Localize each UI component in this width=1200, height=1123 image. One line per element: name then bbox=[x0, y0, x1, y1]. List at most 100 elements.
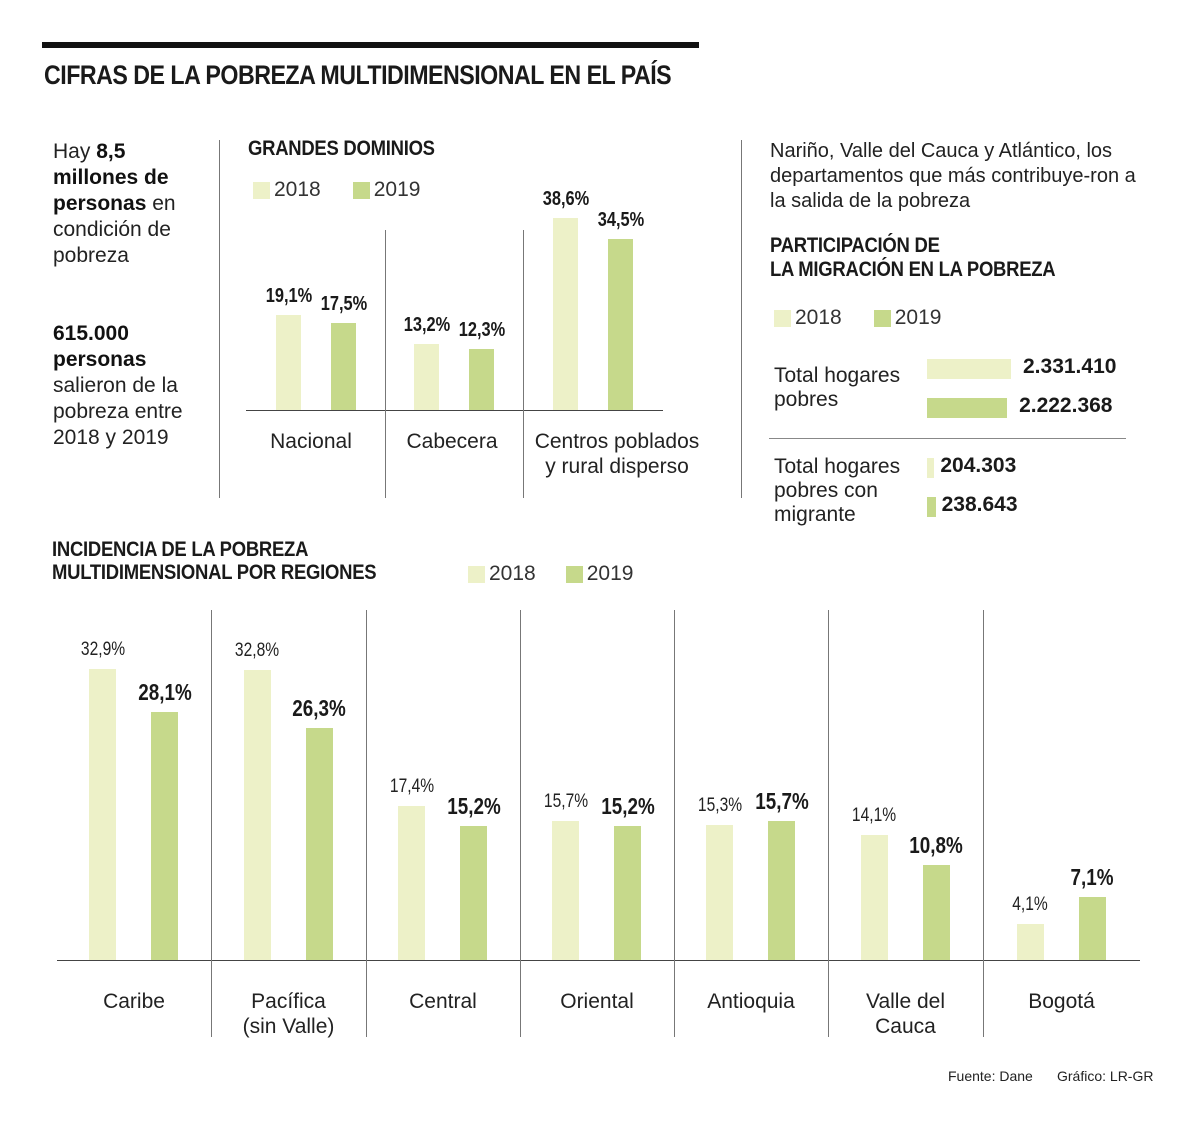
migration-title-line1: PARTICIPACIÓN DE bbox=[770, 234, 940, 257]
bar-central-2018 bbox=[398, 806, 425, 960]
bar-bogota-2018 bbox=[1016, 923, 1044, 960]
legend-label-2018: 2018 bbox=[274, 178, 321, 201]
bar-centros-poblados-y-rural-disperso-2018 bbox=[553, 218, 578, 410]
value-label-cabecera-2018: 13,2% bbox=[403, 314, 450, 337]
chart-2-divider bbox=[828, 610, 829, 1037]
legend-swatch-2019 bbox=[873, 309, 891, 327]
legend-label-2019: 2019 bbox=[894, 306, 942, 329]
category-label-pacifica-sin-valle: Pacífica (sin Valle) bbox=[242, 990, 335, 1038]
legend-swatch-2018 bbox=[774, 309, 791, 327]
chart-2-divider bbox=[983, 610, 984, 1037]
intro-1-highlight: 8,5 millones de personas bbox=[53, 140, 169, 215]
value-label-valle-del-cauca-2019: 10,8% bbox=[909, 831, 963, 858]
chart-1-divider bbox=[385, 230, 386, 498]
value-label-central-2018: 17,4% bbox=[389, 776, 434, 798]
migration-value-1-2018: 204.303 bbox=[940, 454, 1017, 477]
graphic-credit: Gráfico: LR-GR bbox=[1057, 1068, 1154, 1084]
legend-label-2018: 2018 bbox=[795, 306, 842, 329]
legend-swatch-2019 bbox=[565, 565, 583, 583]
value-label-pacifica-sin-valle-2019: 26,3% bbox=[292, 694, 346, 721]
bar-central-2019 bbox=[460, 825, 487, 960]
intro-block-1: Hay 8,5 millones de personas en condició… bbox=[53, 139, 213, 269]
value-label-caribe-2019: 28,1% bbox=[137, 678, 192, 705]
page-title: CIFRAS DE LA POBREZA MULTIDIMENSIONAL EN… bbox=[44, 60, 672, 90]
intro-1-suffix: en condición de pobreza bbox=[53, 192, 176, 267]
migration-bar-0-2019 bbox=[927, 398, 1008, 418]
intro-1-prefix: Hay bbox=[53, 140, 97, 163]
chart-1-legend: 2018 2019 bbox=[253, 178, 420, 202]
bar-nacional-2019 bbox=[331, 323, 356, 410]
chart-2-divider bbox=[211, 610, 212, 1037]
category-label-valle-del-cauca: Valle del Cauca bbox=[866, 990, 945, 1038]
source-credit: Fuente: Dane bbox=[948, 1068, 1033, 1084]
value-label-oriental-2019: 15,2% bbox=[600, 792, 655, 819]
bar-antioquia-2019 bbox=[768, 821, 795, 960]
category-label-oriental: Oriental bbox=[560, 990, 634, 1013]
bar-caribe-2019 bbox=[151, 711, 178, 960]
value-label-valle-del-cauca-2018: 14,1% bbox=[851, 805, 897, 827]
intro-block-2: 615.000 personas salieron de la pobreza … bbox=[53, 321, 213, 451]
value-label-bogota-2019: 7,1% bbox=[1070, 864, 1114, 891]
category-label-cabecera: Cabecera bbox=[406, 430, 498, 453]
bar-pacifica-sin-valle-2019 bbox=[305, 727, 333, 960]
value-label-cabecera-2019: 12,3% bbox=[458, 318, 505, 341]
chart-1-divider bbox=[523, 230, 524, 498]
value-label-pacifica-sin-valle-2018: 32,8% bbox=[234, 640, 280, 662]
bar-nacional-2018 bbox=[276, 315, 301, 410]
chart-2-baseline bbox=[57, 960, 1140, 961]
value-label-centros-poblados-y-rural-disperso-2018: 38,6% bbox=[542, 188, 589, 211]
value-label-central-2019: 15,2% bbox=[446, 792, 501, 819]
value-label-nacional-2018: 19,1% bbox=[265, 285, 312, 308]
top-rule bbox=[42, 42, 699, 48]
bar-pacifica-sin-valle-2018 bbox=[243, 670, 271, 960]
category-label-central: Central bbox=[409, 990, 477, 1013]
chart-1-title: GRANDES DOMINIOS bbox=[248, 137, 435, 160]
legend-swatch-2018 bbox=[253, 181, 270, 199]
category-label-caribe: Caribe bbox=[103, 990, 165, 1013]
bar-oriental-2018 bbox=[552, 821, 579, 960]
value-label-antioquia-2019: 15,7% bbox=[754, 788, 809, 815]
bar-bogota-2019 bbox=[1078, 897, 1106, 960]
chart-2-divider bbox=[520, 610, 521, 1037]
note-text: Nariño, Valle del Cauca y Atlántico, los… bbox=[770, 140, 1136, 212]
column-divider-left bbox=[219, 140, 220, 498]
bar-valle-del-cauca-2018 bbox=[860, 835, 888, 960]
chart-2-divider bbox=[366, 610, 367, 1037]
category-label-nacional: Nacional bbox=[270, 430, 352, 453]
migration-legend: 2018 2019 bbox=[774, 306, 941, 330]
chart-2-divider bbox=[674, 610, 675, 1037]
legend-swatch-2019 bbox=[352, 181, 370, 199]
bar-cabecera-2018 bbox=[414, 344, 439, 410]
bar-valle-del-cauca-2019 bbox=[922, 864, 950, 960]
bar-oriental-2019 bbox=[614, 825, 641, 960]
chart-2-title-line2: MULTIDIMENSIONAL POR REGIONES bbox=[52, 561, 377, 584]
bar-caribe-2018 bbox=[89, 669, 116, 960]
chart-2-legend: 2018 2019 bbox=[468, 562, 633, 586]
chart-2-title-line1: INCIDENCIA DE LA POBREZA bbox=[52, 538, 309, 561]
bar-antioquia-2018 bbox=[706, 824, 733, 960]
migration-value-1-2019: 238.643 bbox=[941, 493, 1018, 516]
intro-2-suffix: salieron de la pobreza entre 2018 y 2019 bbox=[53, 374, 183, 449]
legend-label-2018: 2018 bbox=[489, 562, 536, 585]
value-label-nacional-2019: 17,5% bbox=[320, 293, 367, 316]
legend-swatch-2018 bbox=[468, 565, 485, 583]
bar-cabecera-2019 bbox=[469, 348, 494, 410]
legend-label-2019: 2019 bbox=[586, 562, 634, 585]
migration-separator bbox=[769, 438, 1126, 439]
migration-value-0-2019: 2.222.368 bbox=[1019, 394, 1113, 417]
migration-bar-1-2019 bbox=[927, 497, 936, 517]
migration-value-0-2018: 2.331.410 bbox=[1023, 355, 1117, 378]
migration-bar-1-2018 bbox=[927, 458, 935, 478]
value-label-antioquia-2018: 15,3% bbox=[697, 794, 742, 816]
value-label-oriental-2018: 15,7% bbox=[543, 791, 588, 813]
value-label-bogota-2018: 4,1% bbox=[1012, 893, 1048, 915]
category-label-centros-poblados-y-rural-disperso: Centros poblados y rural disperso bbox=[534, 430, 700, 478]
value-label-caribe-2018: 32,9% bbox=[80, 639, 125, 661]
intro-2-highlight: 615.000 personas bbox=[53, 322, 147, 371]
category-label-antioquia: Antioquia bbox=[707, 990, 795, 1013]
category-label-bogota: Bogotá bbox=[1028, 990, 1095, 1013]
chart-1-baseline bbox=[246, 410, 663, 411]
column-divider-right bbox=[741, 140, 742, 498]
migration-row-label-1: Total hogares pobres con migrante bbox=[774, 455, 901, 526]
migration-title-line2: LA MIGRACIÓN EN LA POBREZA bbox=[770, 258, 1056, 281]
